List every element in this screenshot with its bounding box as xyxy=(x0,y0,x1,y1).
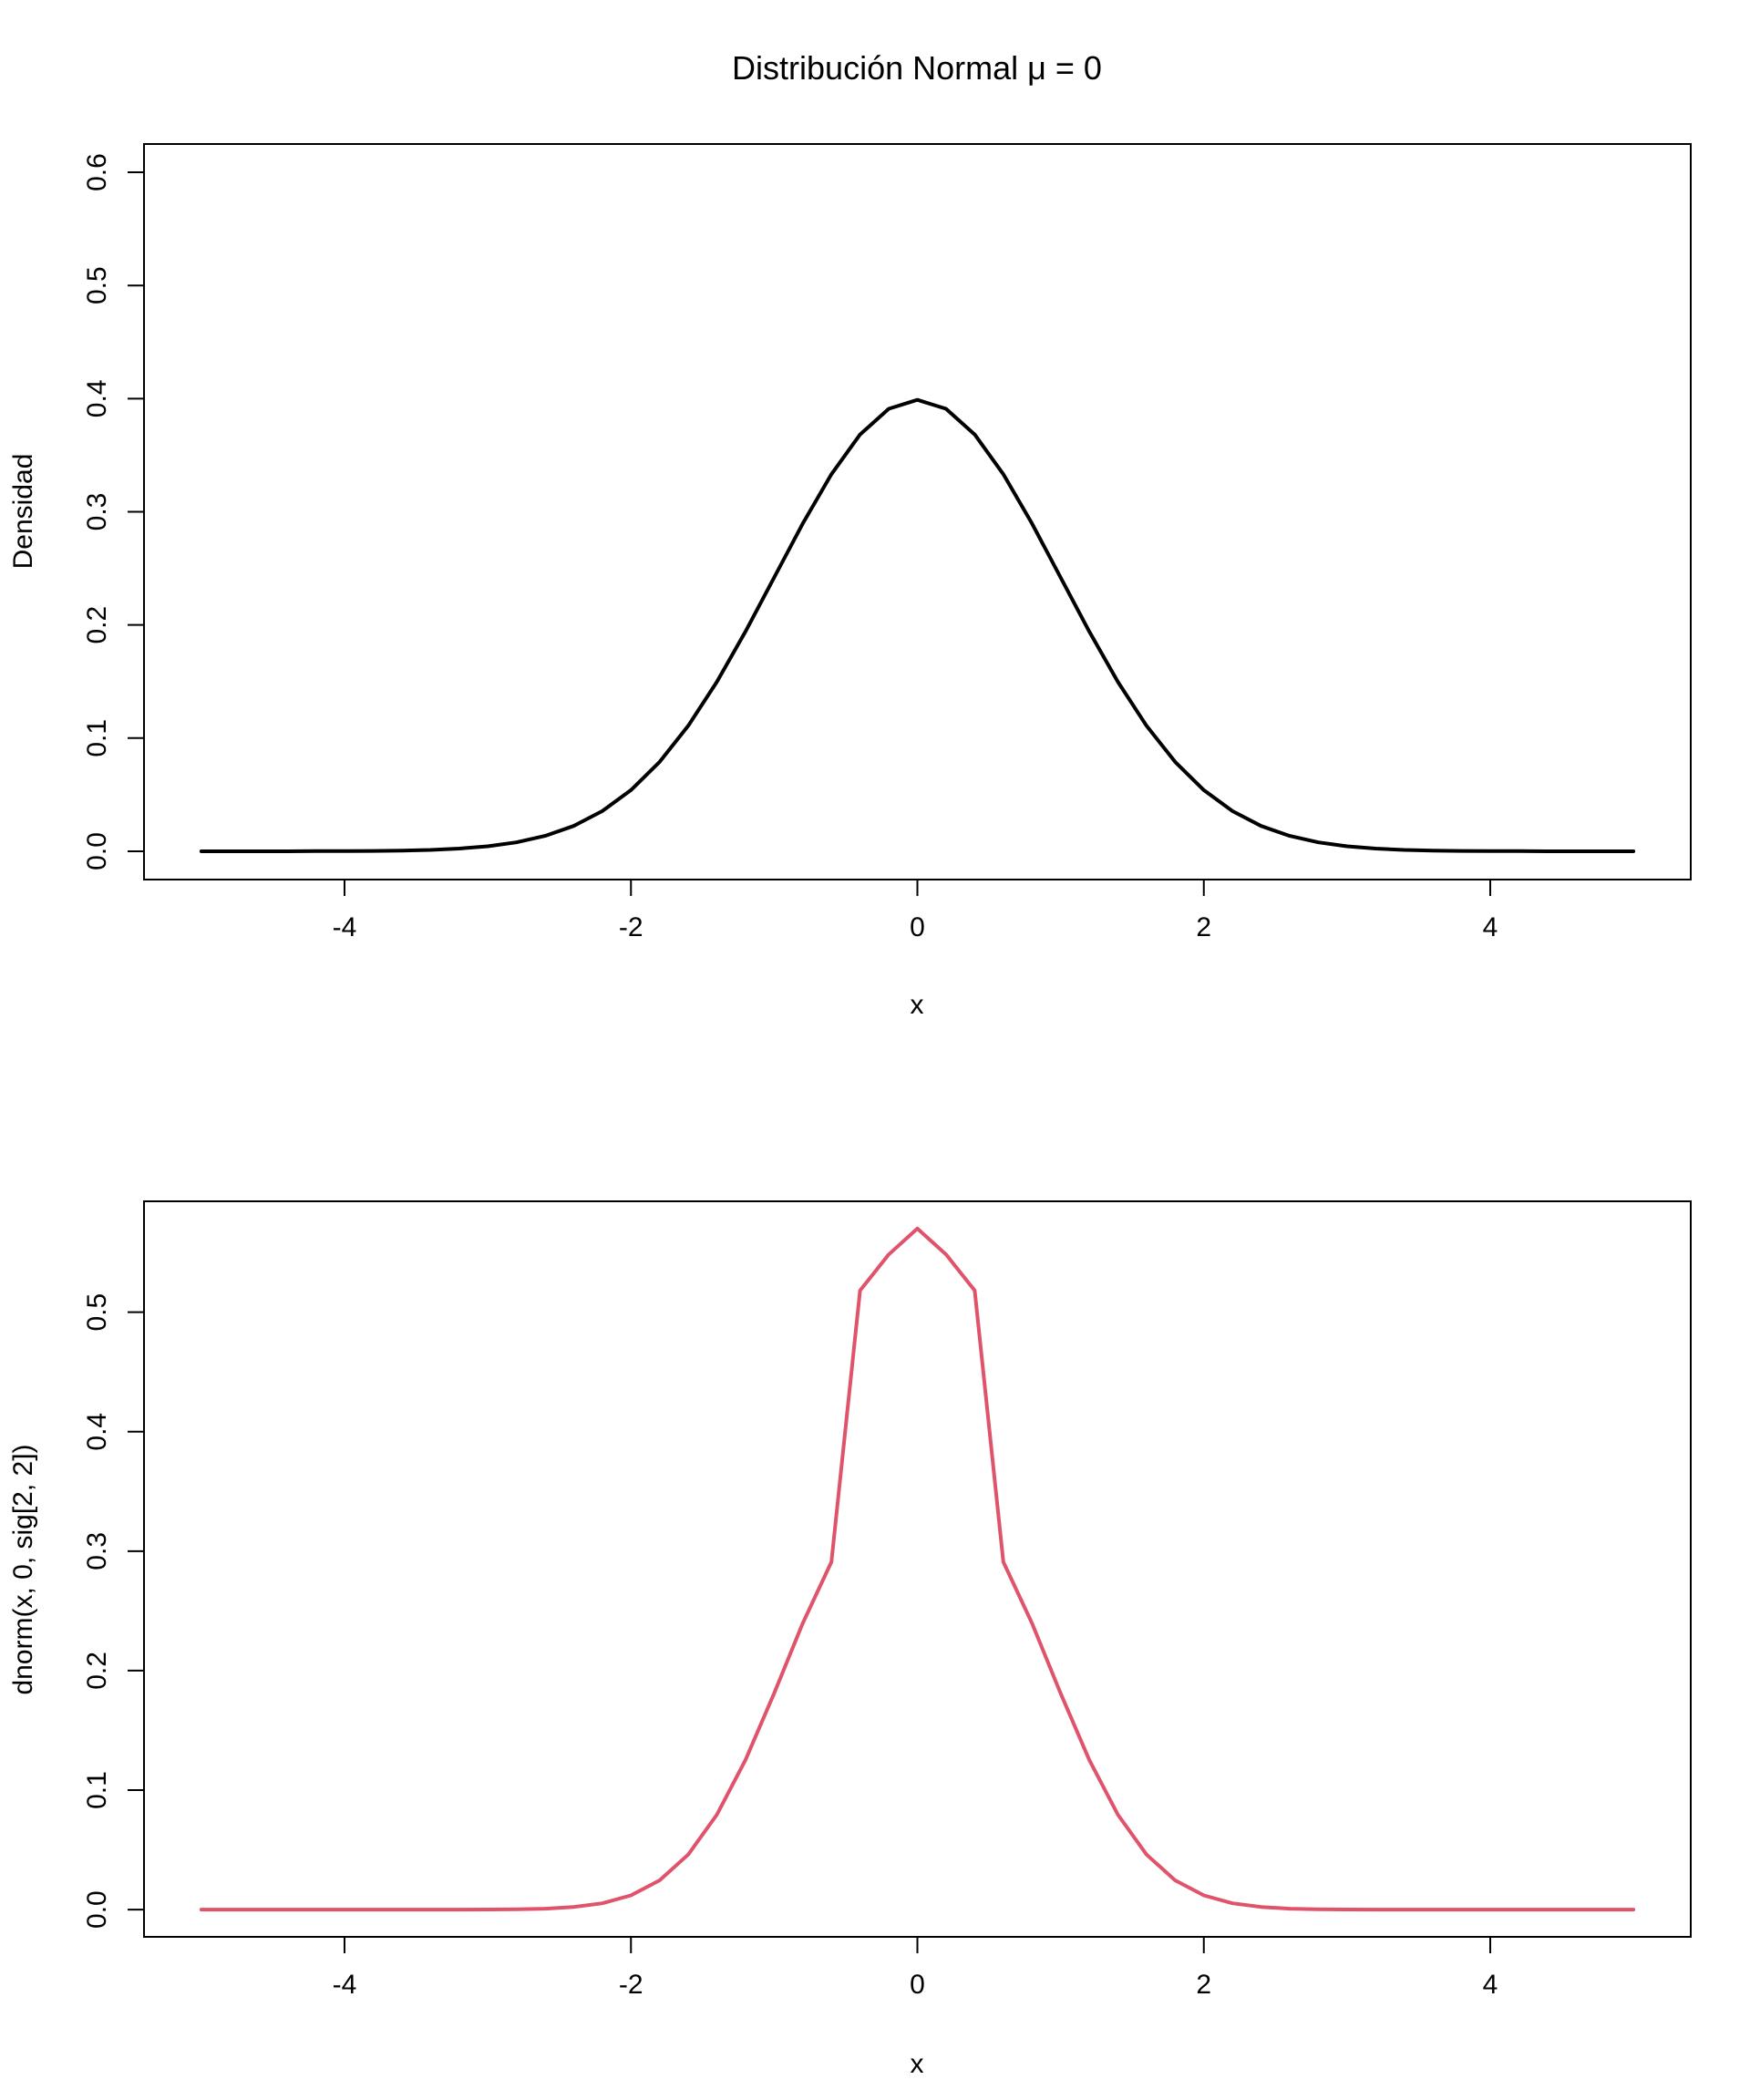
y-tick-label: 0.4 xyxy=(82,1413,112,1451)
x-axis-label: x xyxy=(911,2049,924,2079)
y-tick-label: 0.3 xyxy=(82,1532,112,1570)
x-tick-label: 2 xyxy=(1196,1970,1211,2000)
plot-frame xyxy=(143,1200,1692,1938)
x-tick-label: -4 xyxy=(333,1970,357,2000)
plot-frame xyxy=(143,143,1692,880)
x-tick-label: -4 xyxy=(333,912,357,942)
y-tick-label: 0.1 xyxy=(82,1771,112,1809)
x-axis-label: x xyxy=(911,990,924,1020)
y-tick-label: 0.2 xyxy=(82,1652,112,1690)
y-axis-label: Densidad xyxy=(8,454,38,570)
x-tick-label: -2 xyxy=(619,912,643,942)
y-tick-label: 0.0 xyxy=(82,1890,112,1929)
y-axis-ticks: 0.0 0.1 0.2 0.3 0.4 0.5 xyxy=(82,1293,144,1929)
chart-panel-top: Distribución Normal μ = 0 0.00.10.20.30.… xyxy=(8,49,1692,1020)
y-tick-label: 0.2 xyxy=(82,606,112,644)
density-curve xyxy=(199,397,1636,853)
x-tick-label: 0 xyxy=(910,912,925,942)
y-tick-label: 0.6 xyxy=(82,153,112,191)
x-tick-label: 4 xyxy=(1483,1970,1498,2000)
y-tick-label: 0.4 xyxy=(82,379,112,417)
y-axis-ticks: 0.0 0.1 0.2 0.3 0.4 0.5 0.6 xyxy=(82,153,144,870)
x-axis-ticks: -4 -2 0 2 4 xyxy=(333,880,1498,942)
y-tick-label: 0.0 xyxy=(82,832,112,870)
x-tick-label: 4 xyxy=(1483,912,1498,942)
chart-title: Distribución Normal μ = 0 xyxy=(732,49,1102,87)
y-tick-label: 0.3 xyxy=(82,493,112,531)
x-tick-label: 0 xyxy=(910,1970,925,2000)
y-tick-label: 0.5 xyxy=(82,266,112,304)
x-tick-label: -2 xyxy=(619,1970,643,2000)
chart-panel-bottom: 0.0 0.1 0.2 0.3 0.4 0.5 -4 -2 0 2 4 x dnorm(x, 0,… xyxy=(8,1200,1692,2079)
x-axis-ticks: -4 -2 0 2 4 xyxy=(333,1937,1498,2000)
y-axis-label: dnorm(x, 0, sig[2, 2]) xyxy=(8,1444,38,1694)
y-tick-label: 0.1 xyxy=(82,719,112,757)
y-tick-label: 0.5 xyxy=(82,1293,112,1332)
x-tick-label: 2 xyxy=(1196,912,1211,942)
density-curve xyxy=(199,1226,1636,1912)
